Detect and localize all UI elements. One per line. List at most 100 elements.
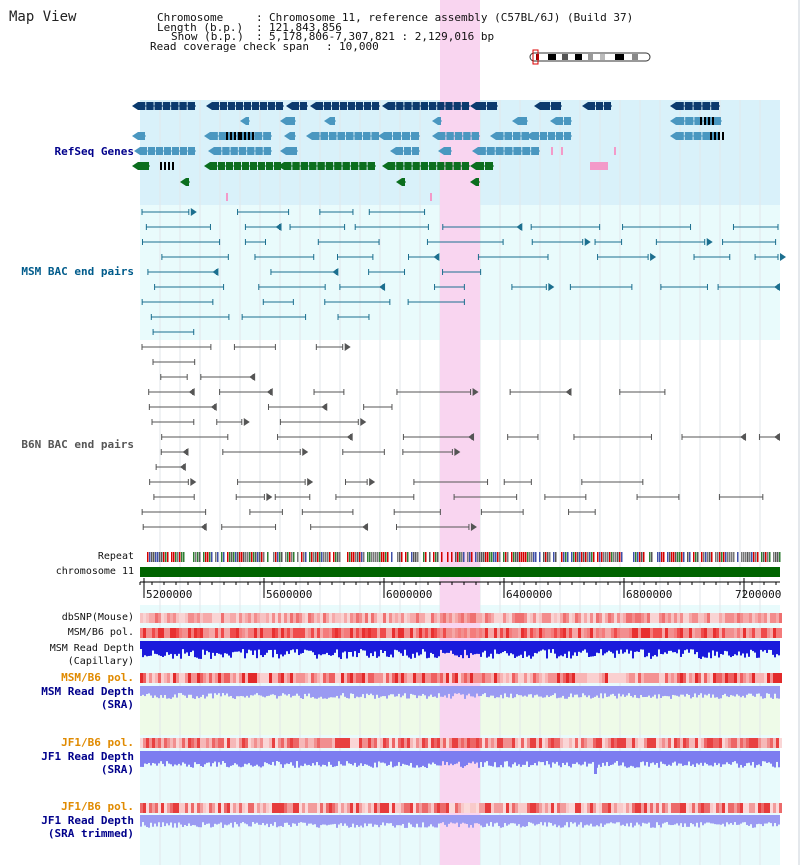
jf1-pol-cell xyxy=(194,738,197,748)
msm-depth-sra-bar xyxy=(266,686,268,697)
msm-depth-sra-bar xyxy=(388,686,390,696)
jf1-depth-sra-bar xyxy=(538,751,540,762)
jf1-depth-sra-bar xyxy=(722,751,724,765)
jf1-depth-trimmed-bar xyxy=(216,815,218,825)
jf1-pol-cell xyxy=(185,738,188,748)
jf1-pol-cell xyxy=(776,738,779,748)
jf1-depth-sra-bar xyxy=(666,751,668,766)
msm-depth-capillary-bar xyxy=(262,641,264,658)
jf1-pol-trim-cell xyxy=(230,803,233,813)
track-label-jf1-b6-pol-trimmed[interactable]: JF1/B6 pol. xyxy=(61,800,134,813)
msm-pol-sra-cell xyxy=(560,673,563,683)
msm-depth-capillary-bar xyxy=(558,641,560,657)
gene-exon xyxy=(396,102,404,110)
dbsnp-cell xyxy=(383,613,386,623)
msm-depth-capillary-bar xyxy=(272,641,274,658)
msm-depth-capillary-bar xyxy=(588,641,590,657)
gene-exon xyxy=(210,132,218,140)
msm-depth-sra-bar xyxy=(712,686,714,695)
msm-depth-capillary-bar xyxy=(352,641,354,657)
track-label-jf1-b6-pol[interactable]: JF1/B6 pol. xyxy=(61,736,134,749)
msm-pol-sra-cell xyxy=(704,673,707,683)
track-label-msm-b6-pol[interactable]: MSM/B6 pol. xyxy=(67,627,134,638)
direction-arrow xyxy=(266,493,273,501)
track-label-msm-depth-capillary[interactable]: MSM Read Depth xyxy=(49,643,134,654)
msm-pol-cell xyxy=(614,628,617,638)
msm-pol-sra-cell xyxy=(665,673,668,683)
track-label-b6n-bac[interactable]: B6N BAC end pairs xyxy=(21,438,134,451)
track-label-jf1-depth-sra[interactable]: JF1 Read Depth xyxy=(41,750,134,763)
msm-pol-cell xyxy=(254,628,257,638)
jf1-pol-trim-cell xyxy=(689,803,692,813)
jf1-pol-cell xyxy=(473,738,476,748)
jf1-depth-sra-bar xyxy=(142,751,144,767)
jf1-depth-sra-bar xyxy=(206,751,208,763)
msm-depth-sra-bar xyxy=(218,686,220,694)
track-label-msm-b6-pol-sra[interactable]: MSM/B6 pol. xyxy=(61,671,134,684)
gene-exon xyxy=(276,102,283,110)
msm-pol-cell xyxy=(497,628,500,638)
repeat-mark xyxy=(547,552,549,562)
jf1-pol-trim-cell xyxy=(770,803,773,813)
jf1-pol-cell xyxy=(548,738,551,748)
jf1-pol-cell xyxy=(569,738,572,748)
msm-depth-sra-bar xyxy=(478,686,480,697)
repeat-mark xyxy=(287,552,289,562)
msm-pol-cell xyxy=(419,628,422,638)
jf1-depth-trimmed-bar xyxy=(432,815,434,827)
jf1-depth-sra-bar xyxy=(450,751,452,764)
msm-pol-sra-cell xyxy=(746,673,749,683)
track-label-msm-depth-sra[interactable]: MSM Read Depth xyxy=(41,685,134,698)
jf1-depth-sra-bar xyxy=(504,751,506,762)
repeat-mark xyxy=(361,552,363,562)
repeat-mark xyxy=(703,552,705,562)
jf1-depth-sra-bar xyxy=(686,751,688,766)
jf1-pol-cell xyxy=(437,738,440,748)
repeat-mark xyxy=(293,552,295,562)
jf1-depth-trimmed-bar xyxy=(576,815,578,827)
jf1-depth-trimmed-bar xyxy=(428,815,430,827)
dbsnp-cell xyxy=(686,613,689,623)
jf1-depth-trimmed-bar xyxy=(194,815,196,826)
msm-depth-capillary-bar xyxy=(772,641,774,655)
msm-depth-sra-bar xyxy=(272,686,274,695)
jf1-pol-cell xyxy=(602,738,605,748)
jf1-depth-sra-bar xyxy=(762,751,764,762)
msm-depth-sra-bar xyxy=(224,686,226,696)
gene-exon xyxy=(187,102,195,110)
jf1-depth-sra-bar xyxy=(544,751,546,766)
msm-depth-sra-bar xyxy=(656,686,658,699)
msm-depth-sra-bar xyxy=(282,686,284,694)
dbsnp-cell xyxy=(656,613,659,623)
jf1-depth-sra-bar xyxy=(258,751,260,767)
jf1-pol-cell xyxy=(206,738,209,748)
gene-exon xyxy=(437,102,445,110)
msm-depth-sra-bar xyxy=(228,686,230,697)
gene-exon xyxy=(404,147,411,155)
jf1-depth-trimmed-bar xyxy=(304,815,306,823)
jf1-depth-sra-bar xyxy=(366,751,368,765)
jf1-depth-trimmed-bar xyxy=(522,815,524,827)
jf1-depth-sra-bar xyxy=(286,751,288,764)
track-label-jf1-depth-trimmed[interactable]: JF1 Read Depth xyxy=(41,814,134,827)
jf1-pol-trim-cell xyxy=(692,803,695,813)
msm-depth-capillary-bar xyxy=(714,641,716,656)
msm-pol-sra-cell xyxy=(440,673,443,683)
track-label-refseq[interactable]: RefSeq Genes xyxy=(54,145,134,158)
repeat-mark xyxy=(469,552,471,562)
repeat-mark xyxy=(521,552,523,562)
jf1-pol-cell xyxy=(341,738,344,748)
jf1-depth-trimmed-bar xyxy=(642,815,644,823)
track-label-msm-bac[interactable]: MSM BAC end pairs xyxy=(21,265,134,278)
jf1-pol-cell xyxy=(431,738,434,748)
msm-depth-sra-bar xyxy=(280,686,282,696)
msm-pol-sra-cell xyxy=(533,673,536,683)
track-label-dbsnp[interactable]: dbSNP(Mouse) xyxy=(61,612,134,623)
gene-exon xyxy=(284,162,292,170)
jf1-depth-sra-bar xyxy=(776,751,778,762)
msm-pol-sra-cell xyxy=(518,673,521,683)
jf1-pol-cell xyxy=(281,738,284,748)
jf1-depth-trimmed-bar xyxy=(510,815,512,824)
jf1-depth-sra-bar xyxy=(530,751,532,766)
